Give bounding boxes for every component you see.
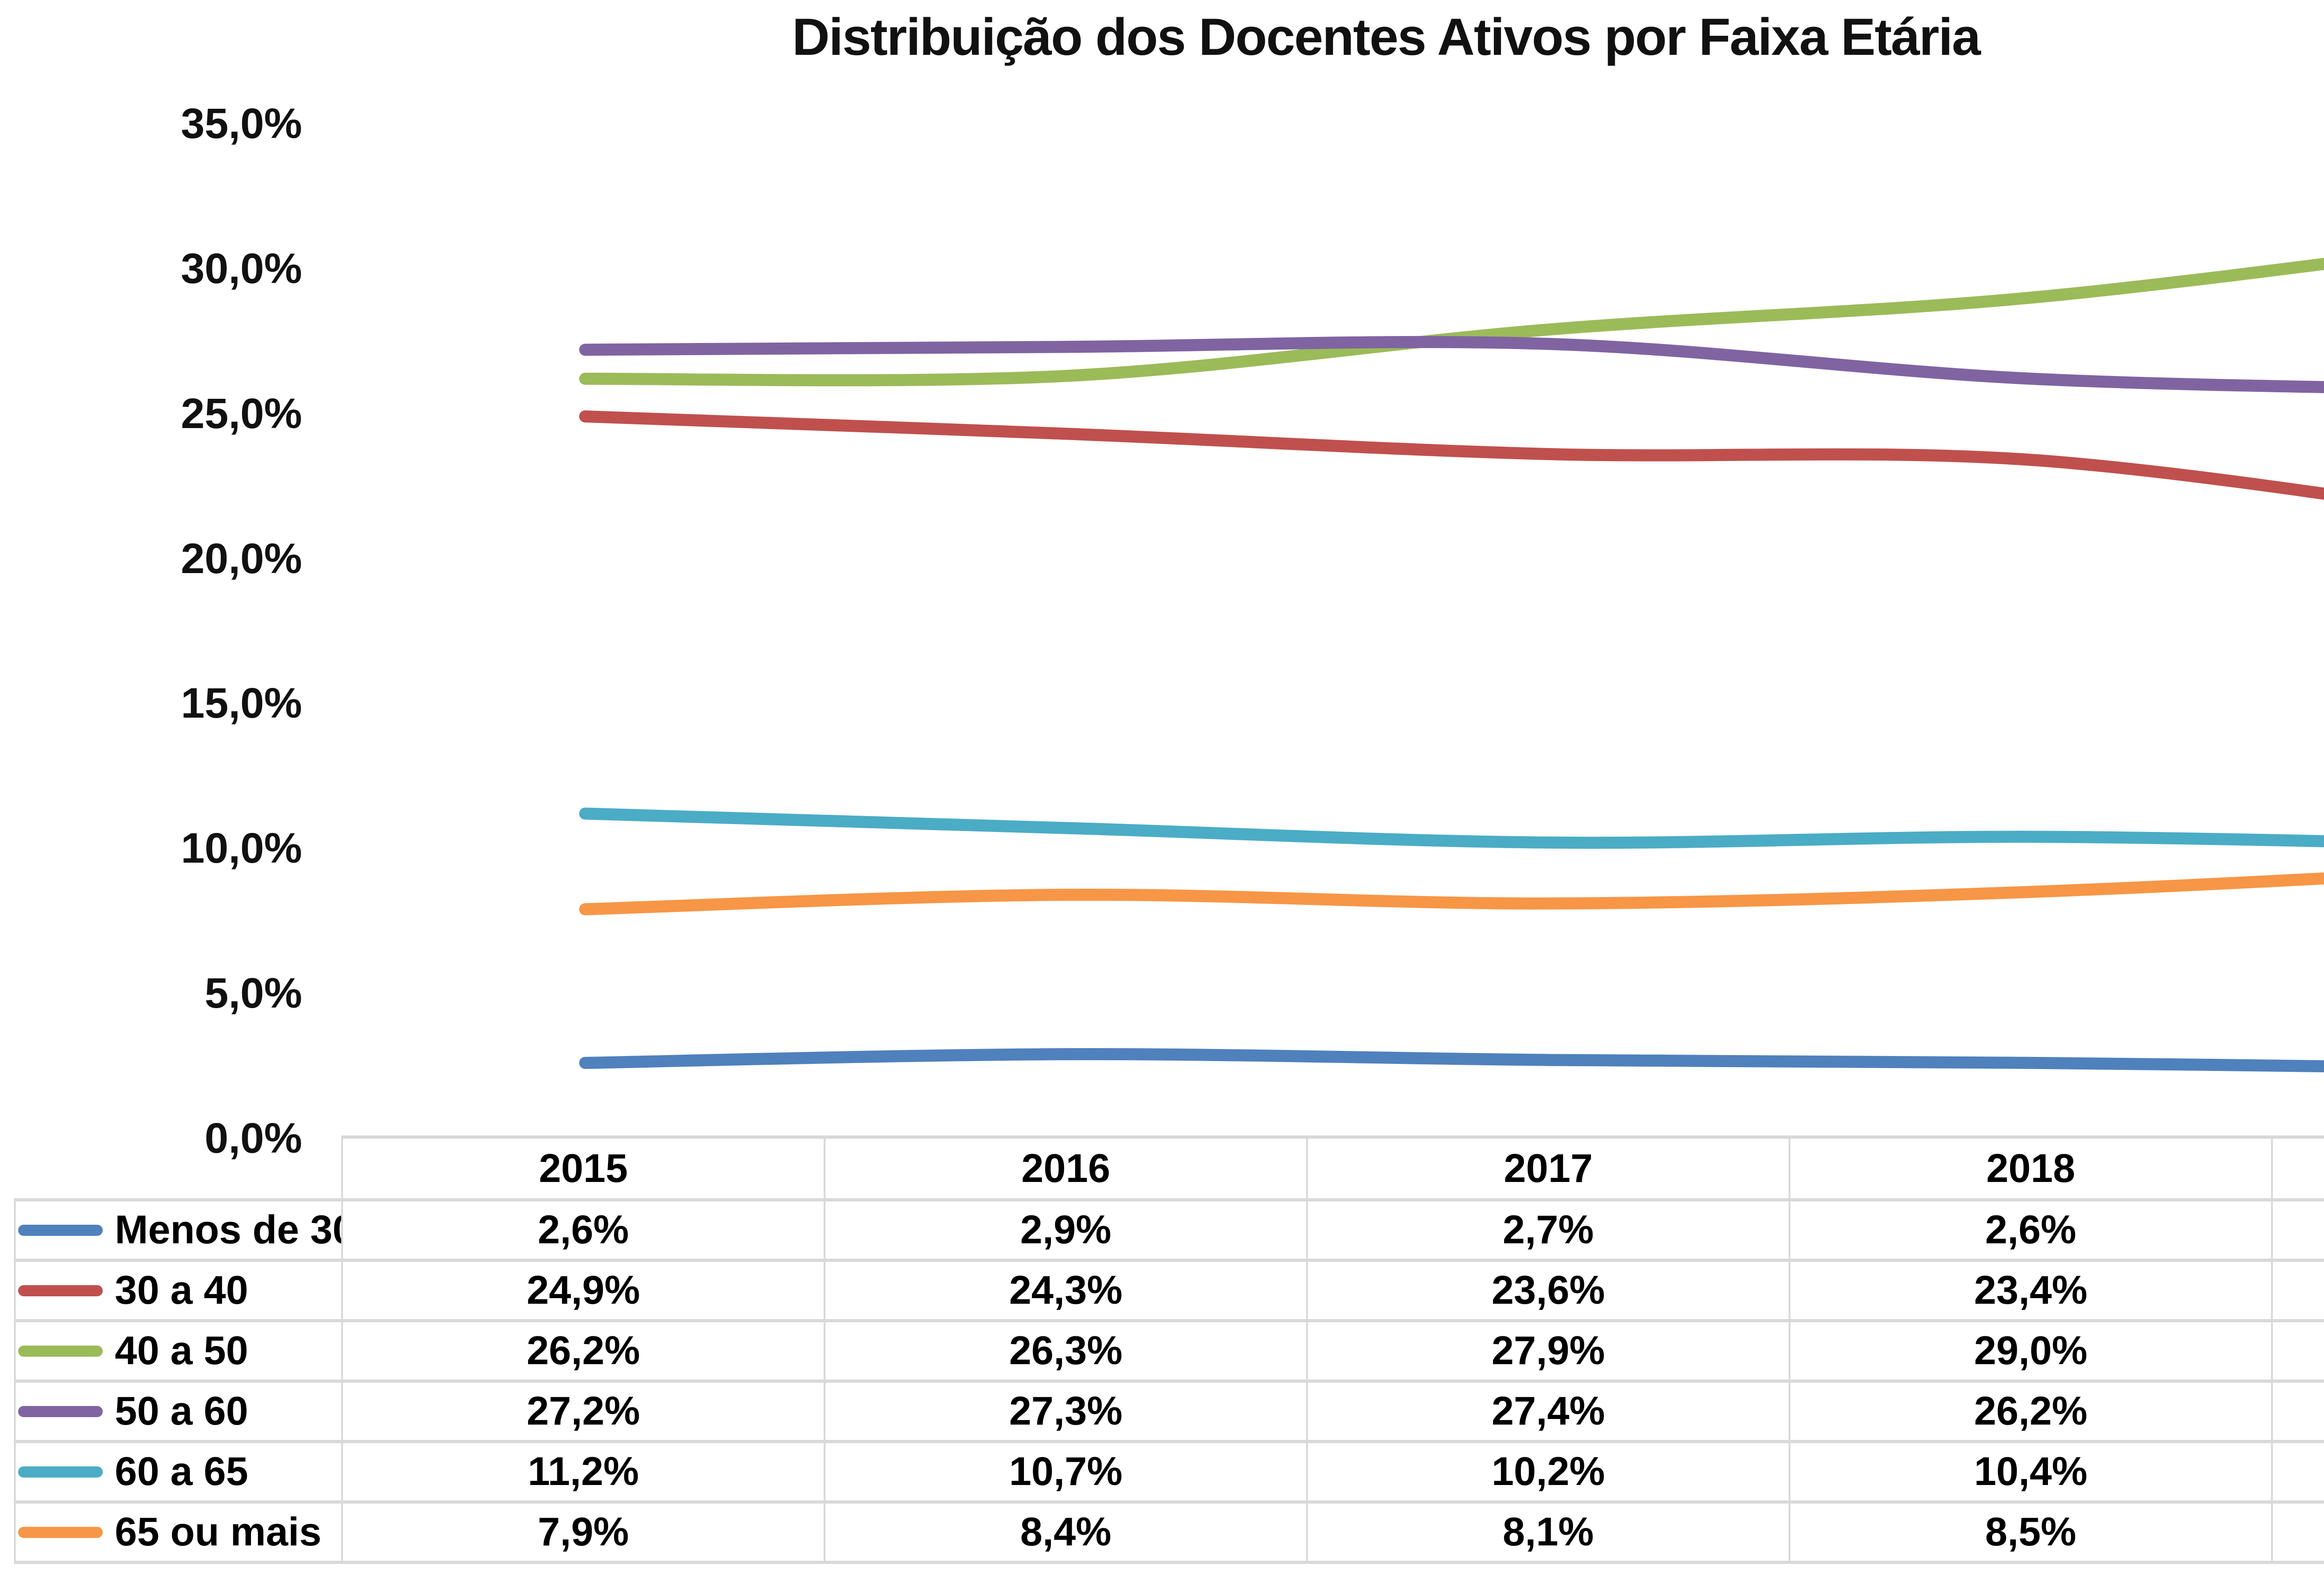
value-cell: 10,1% [2273, 1443, 2324, 1504]
value-cell: 2,6% [343, 1201, 825, 1262]
row-label-cell: Menos de 30 [14, 1201, 343, 1262]
series-line-60-a-65 [579, 807, 2324, 849]
legend-key-swatch [18, 1466, 103, 1478]
series-name: 50 a 60 [115, 1389, 248, 1433]
value-cell: 11,2% [343, 1443, 825, 1504]
value-cell: 10,4% [1790, 1443, 2273, 1504]
y-axis-tick-label: 10,0% [181, 825, 302, 872]
series-name: 60 a 65 [115, 1449, 248, 1494]
series-line-menos-de-30 [579, 1048, 2324, 1073]
row-label-cell: 60 a 65 [14, 1443, 343, 1504]
y-axis-tick-label: 0,0% [205, 1115, 302, 1162]
value-cell: 9,3% [2273, 1504, 2324, 1564]
value-cell: 10,2% [1308, 1443, 1790, 1504]
value-cell: 27,9% [1308, 1322, 1790, 1383]
value-cell: 8,5% [1790, 1504, 2273, 1564]
value-cell: 23,4% [1790, 1262, 2273, 1322]
value-cell: 24,3% [825, 1262, 1308, 1322]
value-cell: 8,1% [1308, 1504, 1790, 1564]
series-line-50-a-60 [579, 336, 2324, 393]
y-axis-tick-label: 30,0% [181, 245, 302, 292]
value-cell: 2,4% [2273, 1201, 2324, 1262]
y-axis-tick-label: 20,0% [181, 535, 302, 582]
value-cell: 7,9% [343, 1504, 825, 1564]
row-label-cell: 30 a 40 [14, 1262, 343, 1322]
year-header-cell: 2019 [2273, 1135, 2324, 1201]
row-label-cell: 50 a 60 [14, 1383, 343, 1443]
value-cell: 8,4% [825, 1504, 1308, 1564]
chart-title: Distribuição dos Docentes Ativos por Fai… [792, 8, 1981, 66]
series-name: 40 a 50 [115, 1328, 248, 1373]
value-cell: 10,7% [825, 1443, 1308, 1504]
value-cell: 26,2% [1790, 1383, 2273, 1443]
y-axis-tick-label: 5,0% [205, 970, 302, 1017]
year-header-cell: 2018 [1790, 1135, 2273, 1201]
legend-key-swatch [18, 1406, 103, 1417]
series-line-40-a-50 [579, 257, 2324, 387]
y-axis-tick-label: 15,0% [181, 680, 302, 727]
year-header-cell: 2015 [343, 1135, 825, 1201]
series-name: 30 a 40 [115, 1268, 248, 1313]
series-line-30-a-40 [579, 410, 2324, 500]
legend-key-swatch [18, 1224, 103, 1236]
value-cell: 2,9% [825, 1201, 1308, 1262]
data-table: 2015 2016 2017 2018 2019 Menos de 30 2,6… [14, 1135, 2324, 1564]
value-cell: 23,6% [1308, 1262, 1790, 1322]
table-corner-cell [14, 1135, 343, 1201]
year-header-cell: 2017 [1308, 1135, 1790, 1201]
value-cell: 31,0% [2273, 1322, 2324, 1383]
row-label-cell: 40 a 50 [14, 1322, 343, 1383]
value-cell: 2,7% [1308, 1201, 1790, 1262]
legend-key-swatch [18, 1526, 103, 1538]
legend-key-swatch [18, 1345, 103, 1357]
legend-key-swatch [18, 1285, 103, 1296]
series-name: 65 ou mais [115, 1510, 322, 1554]
value-cell: 29,0% [1790, 1322, 2273, 1383]
series-line-65-ou-mais [579, 872, 2324, 916]
y-axis-tick-label: 35,0% [181, 100, 302, 147]
y-axis-tick-label: 25,0% [181, 390, 302, 437]
row-label-cell: 65 ou mais [14, 1504, 343, 1564]
value-cell: 26,3% [825, 1322, 1308, 1383]
value-cell: 27,2% [343, 1383, 825, 1443]
value-cell: 21,3% [2273, 1262, 2324, 1322]
value-cell: 2,6% [1790, 1201, 2273, 1262]
value-cell: 27,3% [825, 1383, 1308, 1443]
value-cell: 27,4% [1308, 1383, 1790, 1443]
value-cell: 26,2% [343, 1322, 825, 1383]
series-name: Menos de 30 [115, 1208, 343, 1252]
value-cell: 24,9% [343, 1262, 825, 1322]
value-cell: 25,8% [2273, 1383, 2324, 1443]
year-header-cell: 2016 [825, 1135, 1308, 1201]
